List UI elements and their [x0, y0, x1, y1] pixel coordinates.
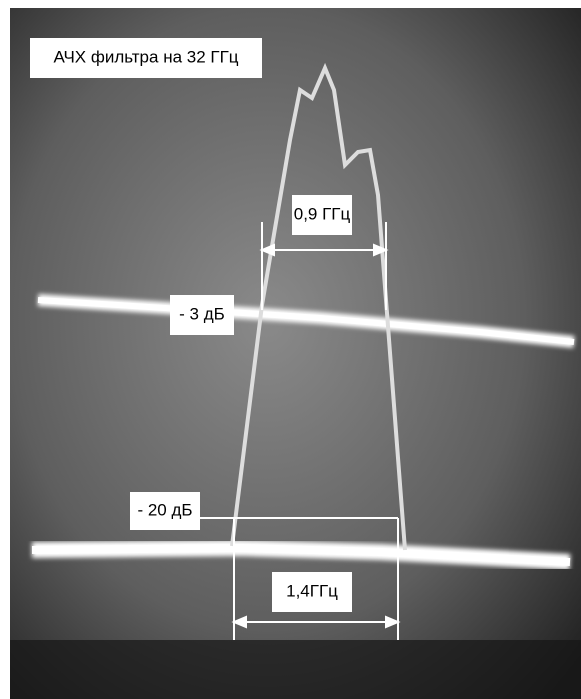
screen-bottom — [10, 640, 581, 699]
oscilloscope-photo: АЧХ фильтра на 32 ГГц 0,9 ГГц - 3 дБ - 2… — [0, 0, 581, 699]
label: - 20 дБ — [137, 500, 192, 519]
label: 0,9 ГГц — [294, 204, 351, 223]
label: - 3 дБ — [179, 304, 225, 323]
label: 1,4ГГц — [286, 581, 338, 600]
title: АЧХ фильтра на 32 ГГц — [53, 47, 238, 66]
page: АЧХ фильтра на 32 ГГц 0,9 ГГц - 3 дБ - 2… — [0, 0, 581, 699]
